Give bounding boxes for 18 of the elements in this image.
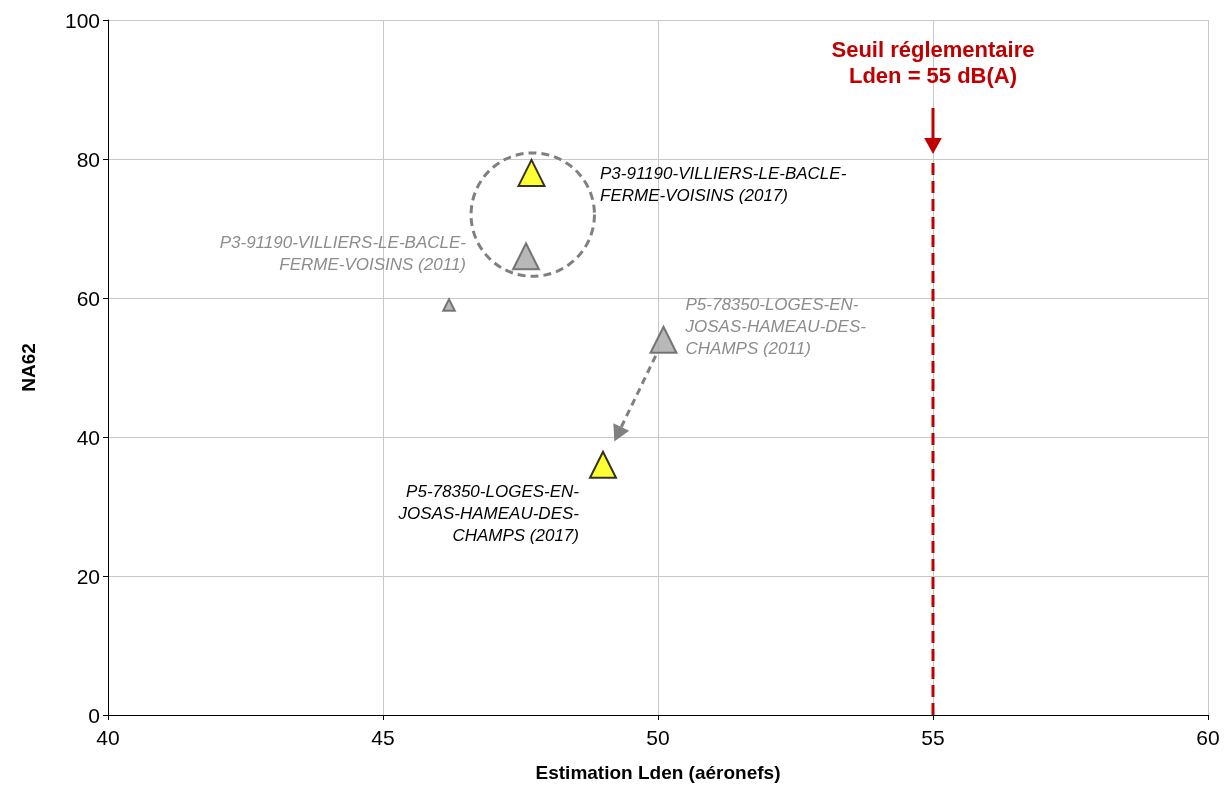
annotation: P3-91190-VILLIERS-LE-BACLE- FERME-VOISINS (2011) bbox=[219, 232, 467, 274]
y-tick-label: 40 bbox=[76, 425, 100, 449]
x-tick-label: 55 bbox=[921, 726, 945, 749]
x-tick-label: 50 bbox=[646, 726, 670, 749]
y-tick-label: 20 bbox=[76, 564, 100, 588]
y-tick-label: 80 bbox=[76, 147, 100, 171]
x-tick-label: 60 bbox=[1196, 726, 1220, 749]
y-tick-label: 60 bbox=[76, 286, 100, 310]
y-tick-label: 100 bbox=[64, 8, 100, 32]
x-tick-label: 45 bbox=[371, 726, 395, 749]
annotation: P3-91190-VILLIERS-LE-BACLE- FERME-VOISINS (2017) bbox=[600, 163, 847, 205]
y-axis-title: NA62 bbox=[18, 343, 39, 392]
annotation: P5-78350-LOGES-EN- JOSAS-HAMEAU-DES- CHAMPS (2017) bbox=[397, 482, 580, 546]
x-tick-label: 40 bbox=[96, 726, 120, 749]
annotation: P5-78350-LOGES-EN- JOSAS-HAMEAU-DES- CHAMPS (2011) bbox=[684, 295, 867, 359]
y-tick-label: 0 bbox=[88, 703, 100, 727]
ref-line-label: Seuil réglementaire Lden = 55 dB(A) bbox=[831, 36, 1035, 88]
x-axis-title: Estimation Lden (aéronefs) bbox=[535, 762, 781, 783]
